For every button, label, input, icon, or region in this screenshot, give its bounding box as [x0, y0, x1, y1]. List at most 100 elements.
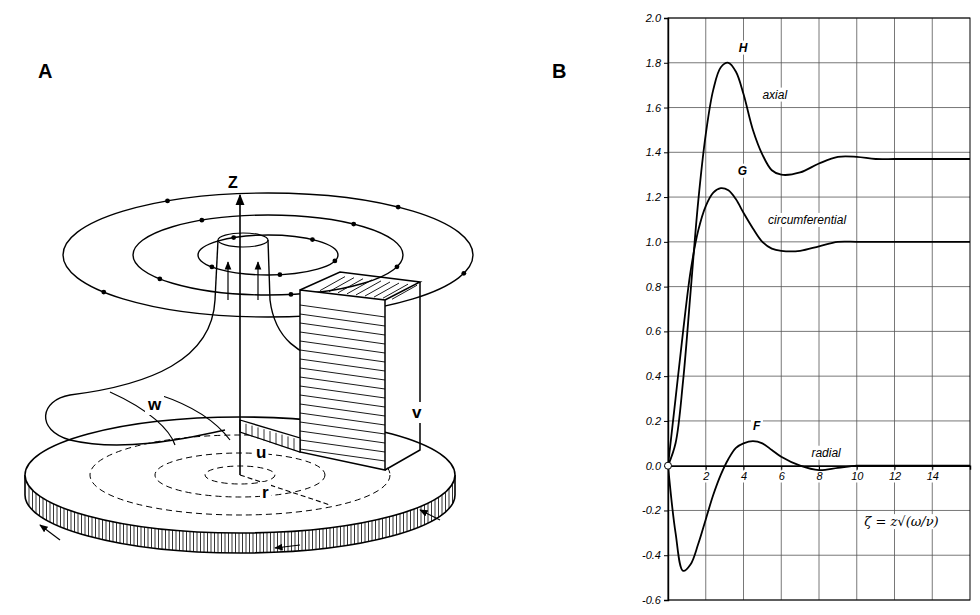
label-patch — [701, 471, 710, 483]
radius-line — [240, 475, 330, 505]
tick-label: 0.0 — [646, 460, 662, 472]
disk-hatch — [274, 532, 275, 552]
swirl-dot — [165, 199, 170, 204]
profile-hatch — [300, 404, 385, 416]
grid-line — [668, 376, 970, 377]
tick-mark — [664, 421, 668, 422]
tick-mark — [781, 466, 782, 470]
rim-arrow — [40, 525, 60, 540]
disk-hatch — [379, 519, 380, 539]
disk-hatch — [291, 531, 292, 551]
disk-hatch — [225, 533, 226, 553]
tick-mark — [664, 600, 668, 601]
rim-arrow — [420, 510, 440, 520]
disk-hatch — [151, 528, 152, 548]
disk-hatch — [228, 533, 229, 553]
disk-hatch — [361, 523, 362, 543]
disk-hatch — [340, 526, 341, 546]
axis-line — [664, 19, 669, 601]
tick-mark — [664, 18, 668, 19]
grid-line — [668, 152, 970, 153]
disk-hatch — [169, 530, 170, 550]
disk-hatch — [249, 533, 250, 553]
tick-label: 1.2 — [646, 191, 661, 203]
disk-hatch — [155, 528, 156, 548]
profile-hatch — [347, 280, 372, 294]
diagram-label: u — [256, 443, 266, 462]
tick-label: 10 — [851, 471, 864, 483]
tick-label: -0.4 — [642, 549, 661, 561]
label-patch — [260, 482, 271, 503]
swirl-dot — [289, 292, 294, 297]
disk-hatch — [176, 530, 177, 550]
disk-hatch — [190, 531, 191, 551]
disk-hatch — [414, 509, 415, 529]
disk-hatch — [435, 499, 436, 519]
profile-box — [300, 272, 420, 300]
profile-hatch — [374, 283, 399, 297]
radial-wedge — [240, 420, 300, 452]
disk-hatch — [242, 533, 243, 553]
tick: 1.6 — [646, 102, 668, 114]
disk-hatch — [309, 530, 310, 550]
disk-hatch — [410, 510, 411, 530]
label-patch — [815, 471, 824, 483]
annotation: circumferential — [768, 213, 846, 227]
swirl-dot — [231, 235, 236, 240]
disk-hatch — [424, 505, 425, 525]
stream-surface — [160, 395, 230, 440]
disk-hatch — [99, 519, 100, 539]
figure: ABZwuvr-0.6-0.4-0.20.00.20.40.60.81.01.2… — [0, 0, 980, 615]
disk-hatch — [71, 511, 72, 531]
disk-hatch — [417, 508, 418, 528]
profile-hatch — [300, 341, 385, 353]
disk-hatch — [60, 507, 61, 527]
disk-hatch — [165, 529, 166, 549]
grid-line — [668, 555, 970, 556]
core-tube — [268, 240, 270, 300]
disk-hatch — [116, 522, 117, 542]
disk-hatch — [29, 486, 30, 506]
label-patch — [888, 471, 902, 483]
disk-hatch — [43, 498, 44, 518]
tick-label: 0.8 — [646, 281, 662, 293]
tick-mark — [664, 331, 668, 332]
disk-hatch — [333, 527, 334, 547]
disk-hatch — [372, 521, 373, 541]
disk-hatch — [204, 532, 205, 552]
disk-hatch — [102, 520, 103, 540]
label-patch — [862, 514, 940, 529]
swirl-dot — [395, 264, 400, 269]
stream-surface — [46, 300, 225, 445]
disk-hatch — [375, 520, 376, 540]
disk-hatch — [85, 515, 86, 535]
origin-marker — [665, 462, 672, 469]
y-axis: -0.6-0.4-0.20.00.20.40.60.81.01.21.41.61… — [642, 12, 668, 606]
tick: 1.2 — [646, 191, 668, 203]
disk-hatch — [323, 529, 324, 549]
grid-line — [856, 18, 857, 600]
profile-hatch — [300, 359, 385, 371]
disk-hatch — [354, 524, 355, 544]
disk-hatch — [358, 523, 359, 543]
swirl-dot — [310, 237, 315, 242]
z-axis — [239, 195, 241, 475]
label-patch — [254, 442, 268, 463]
tick: 14 — [926, 466, 940, 483]
tick-mark — [664, 376, 668, 377]
annotation: radial — [811, 446, 841, 460]
curve — [668, 441, 970, 571]
disk-hatch — [95, 518, 96, 538]
profile-hatch — [300, 332, 385, 344]
panel-label: A — [38, 60, 52, 82]
tick: 10 — [850, 466, 865, 483]
series-label: F — [753, 419, 761, 433]
label-patch — [760, 88, 789, 102]
swirl-streamline — [63, 193, 473, 317]
disk-hatch — [148, 527, 149, 547]
tick-mark — [664, 197, 668, 198]
tick: 4 — [740, 466, 748, 483]
tick: 1.0 — [646, 236, 668, 248]
swirl-streamline — [133, 215, 403, 295]
tick-label: 1.6 — [646, 102, 662, 114]
